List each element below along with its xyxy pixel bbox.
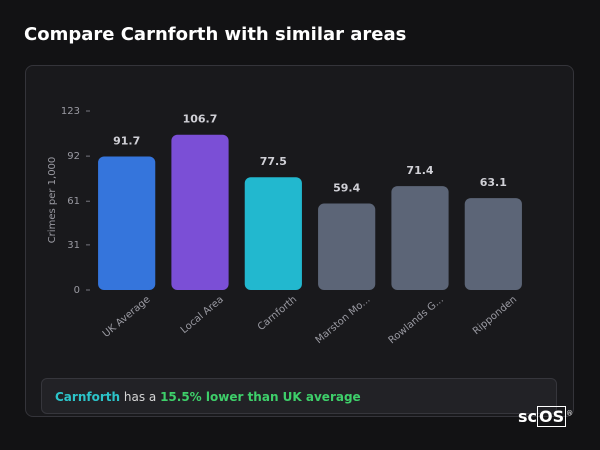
y-axis-label: Crimes per 1,000	[47, 157, 58, 244]
brand-logo: sc OS ®	[518, 406, 574, 427]
summary-highlight: 15.5% lower than UK average	[160, 390, 361, 404]
y-tick-label: 123	[61, 106, 80, 117]
x-tick-label: UK Average	[101, 294, 153, 340]
x-tick-label: Carnforth	[256, 294, 299, 333]
summary-text: has a	[123, 390, 157, 404]
bar	[318, 203, 376, 290]
value-label: 63.1	[480, 176, 507, 189]
value-label: 91.7	[113, 135, 140, 148]
value-label: 59.4	[333, 182, 360, 195]
bar	[244, 177, 302, 290]
page-title: Compare Carnforth with similar areas	[24, 24, 407, 45]
bar	[464, 198, 522, 290]
value-label: 77.5	[260, 155, 287, 168]
brand-prefix: sc	[518, 407, 538, 426]
value-label: 71.4	[406, 164, 433, 177]
y-tick-label: 92	[67, 151, 80, 162]
x-tick-label: Local Area	[179, 294, 226, 336]
x-tick-label: Ripponden	[471, 294, 519, 337]
brand-boxed: OS	[537, 406, 567, 427]
x-tick-label: Marston Mo...	[314, 294, 373, 346]
y-tick-label: 61	[67, 196, 80, 207]
y-tick-label: 0	[74, 285, 80, 296]
summary-area: Carnforth	[55, 390, 121, 404]
x-tick-label: Rowlands G...	[387, 294, 446, 346]
summary: Carnforth has a 15.5% lower than UK aver…	[41, 378, 557, 414]
bar	[171, 134, 229, 290]
bar	[98, 156, 156, 290]
y-tick-label: 31	[67, 240, 80, 251]
value-label: 106.7	[183, 113, 218, 126]
bar	[391, 186, 449, 290]
brand-mark: ®	[566, 409, 574, 418]
